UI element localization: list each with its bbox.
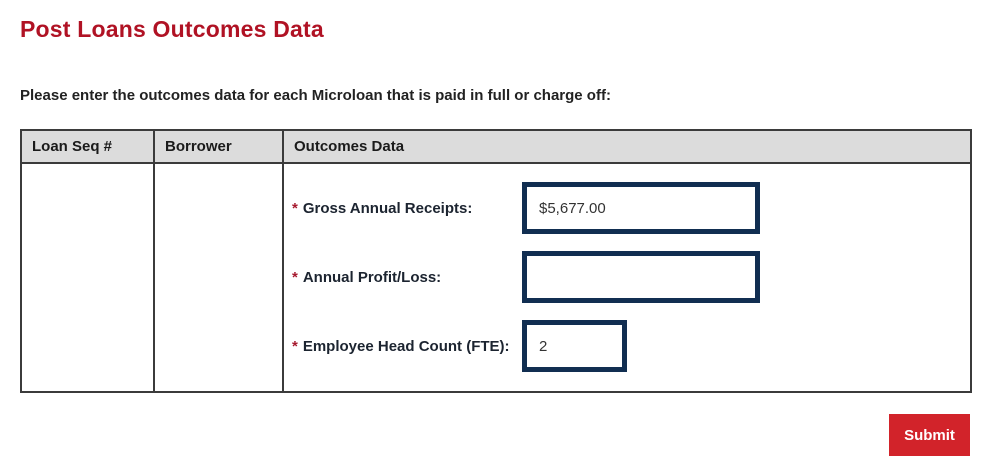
column-header-borrower: Borrower: [153, 129, 284, 164]
gross-annual-receipts-input[interactable]: [522, 182, 760, 234]
column-header-outcomes-data: Outcomes Data: [282, 129, 972, 164]
outcomes-table: Loan Seq # Borrower Outcomes Data * Gross…: [20, 129, 972, 393]
annual-profit-loss-row: * Annual Profit/Loss:: [292, 251, 970, 303]
annual-profit-loss-input[interactable]: [522, 251, 760, 303]
table-header-row: Loan Seq # Borrower Outcomes Data: [20, 129, 972, 164]
employee-head-count-input[interactable]: [522, 320, 627, 372]
employee-head-count-label-text: Employee Head Count (FTE):: [302, 337, 510, 355]
required-asterisk: *: [292, 268, 298, 286]
annual-profit-loss-label-text: Annual Profit/Loss:: [302, 268, 442, 286]
table-row: *Gross Annual Receipts: *Annual Profit/L…: [20, 162, 972, 393]
page-title: Post Loans Outcomes Data: [20, 16, 324, 42]
instructions-text: Please enter the outcomes data for each …: [20, 87, 611, 104]
employee-head-count-row: * Employee Head Count (FTE):: [292, 320, 970, 372]
annual-profit-loss-label: * Annual Profit/Loss:: [292, 269, 522, 286]
gross-annual-receipts-label-text: Gross Annual Receipts:: [302, 199, 473, 217]
employee-head-count-label: * Employee Head Count (FTE):: [292, 338, 522, 355]
submit-button[interactable]: Submit: [889, 414, 970, 456]
column-header-loan-seq: Loan Seq #: [20, 129, 155, 164]
borrower-cell: [153, 162, 284, 393]
outcomes-fields: *Gross Annual Receipts: *Annual Profit/L…: [284, 164, 970, 390]
outcomes-data-cell: *Gross Annual Receipts: *Annual Profit/L…: [282, 162, 972, 393]
actions-bar: Submit: [20, 414, 970, 456]
gross-annual-receipts-label: * Gross Annual Receipts:: [292, 200, 522, 217]
required-asterisk: *: [292, 337, 298, 355]
gross-annual-receipts-row: * Gross Annual Receipts:: [292, 182, 970, 234]
required-asterisk: *: [292, 199, 298, 217]
loan-seq-cell: [20, 162, 155, 393]
